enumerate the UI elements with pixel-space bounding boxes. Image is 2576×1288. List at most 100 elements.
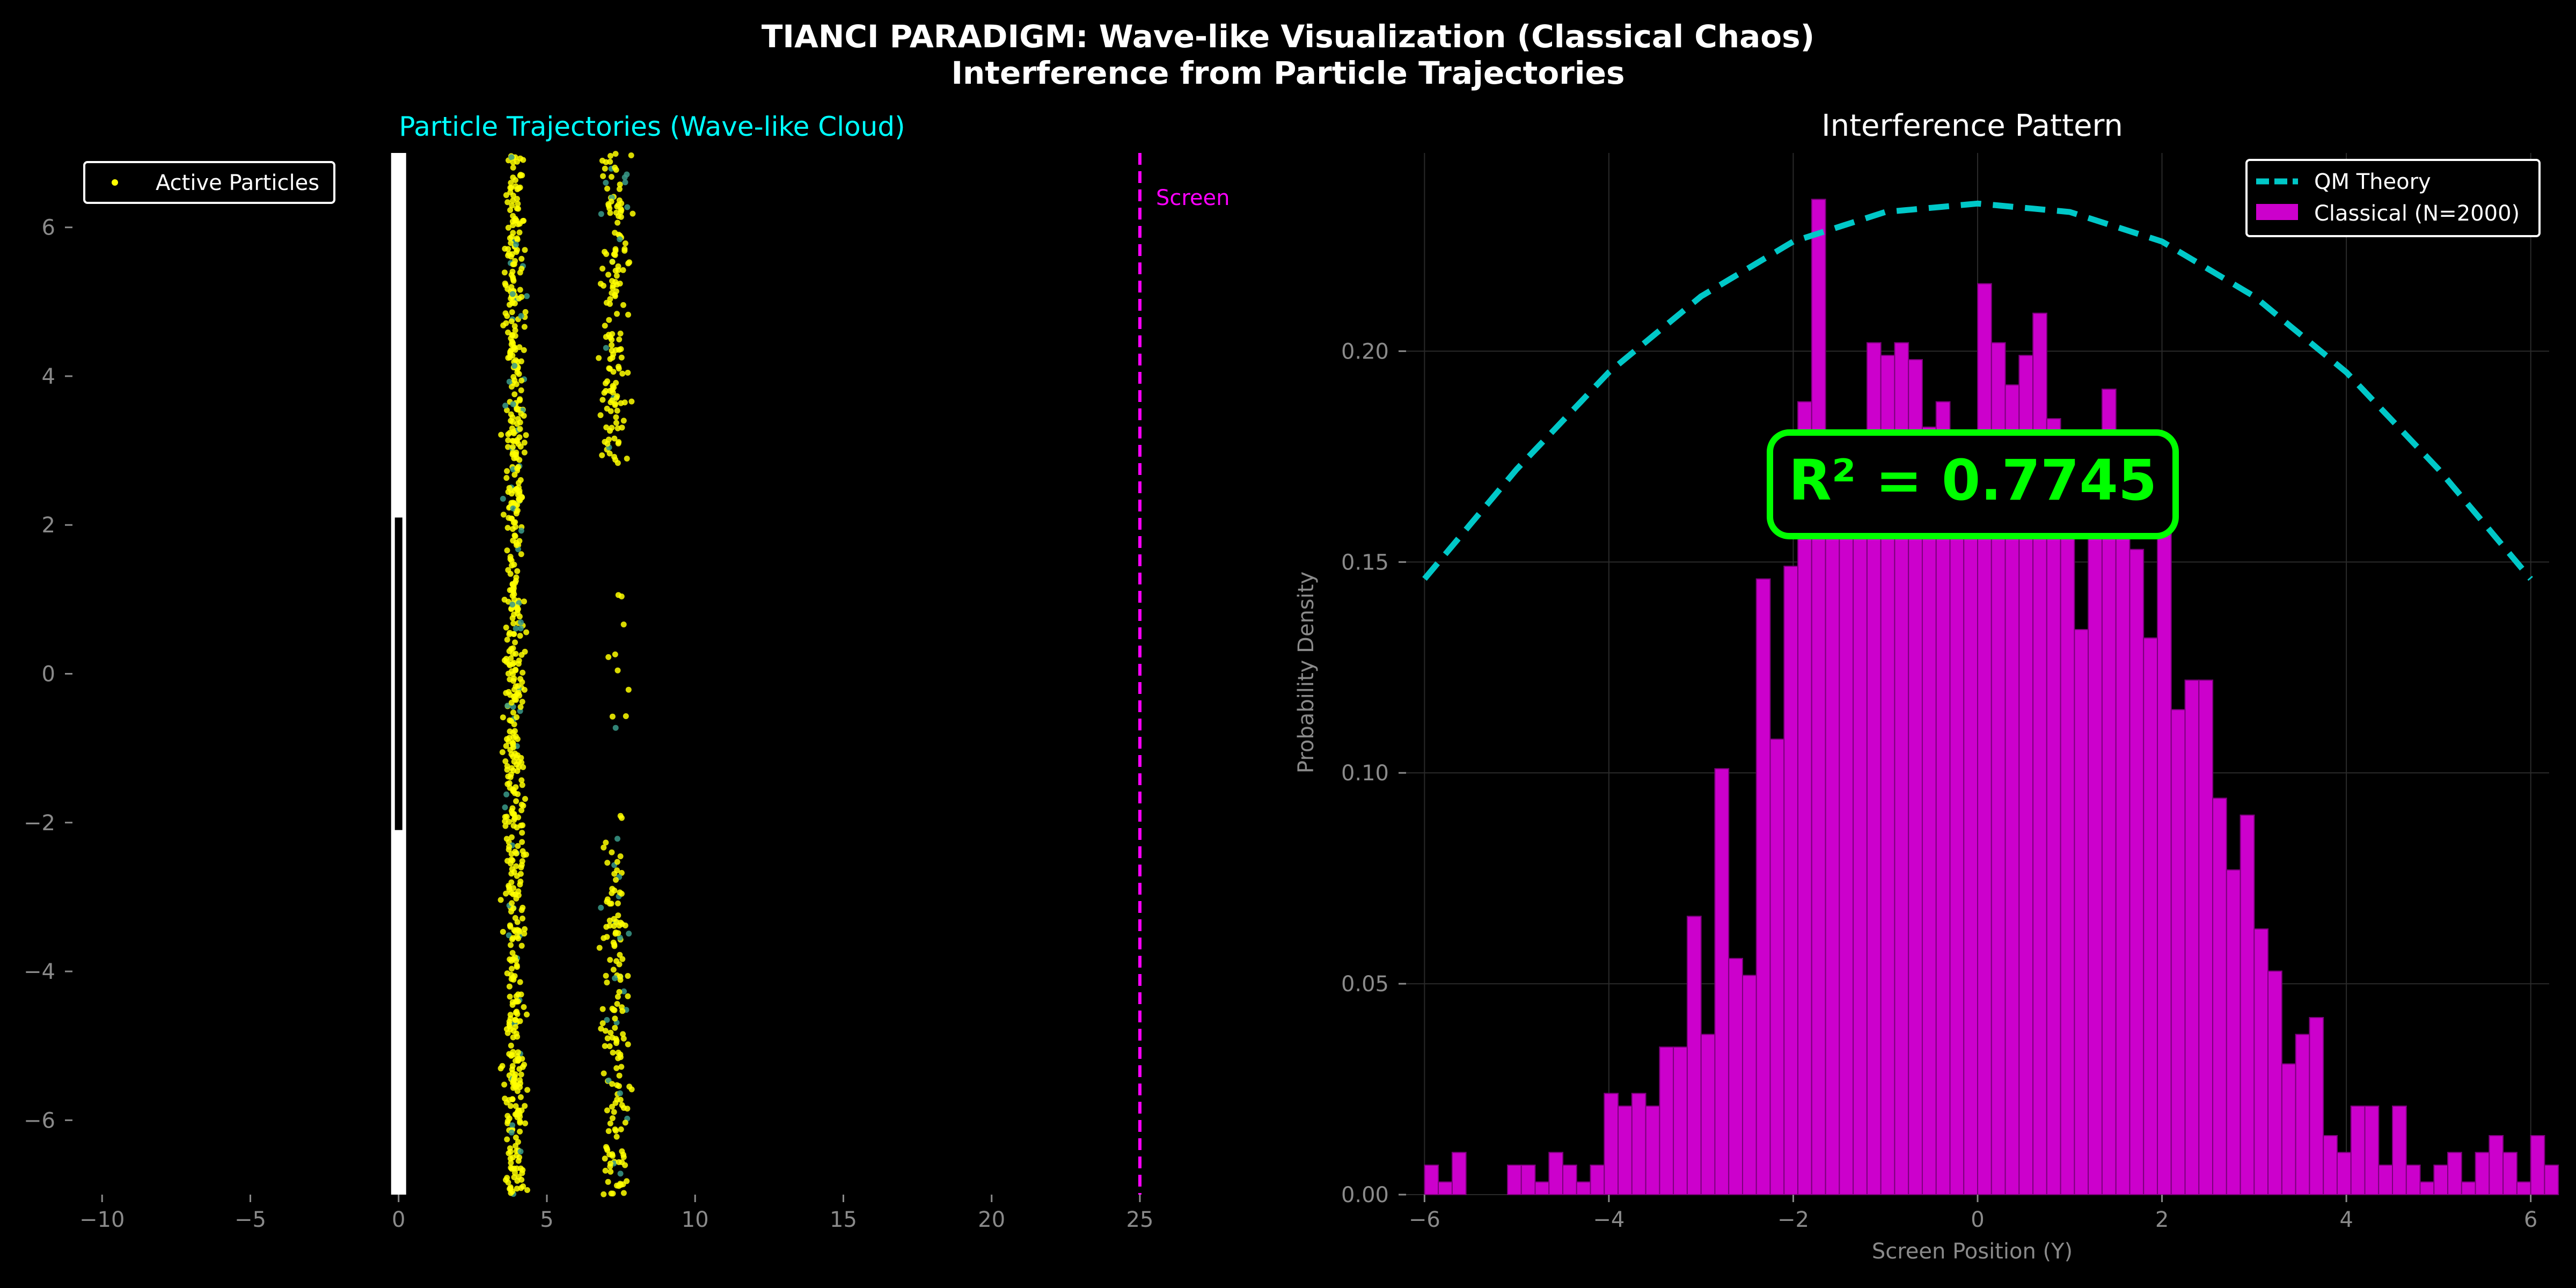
particle-point <box>609 713 616 720</box>
particle-point <box>521 440 528 446</box>
particle-point <box>603 972 609 979</box>
particle-point <box>514 824 520 831</box>
particle-point <box>618 593 625 599</box>
particle-point <box>614 1096 620 1103</box>
particle-point <box>510 631 517 637</box>
particle-point <box>515 752 521 758</box>
particle-point <box>606 365 613 372</box>
particle-point <box>500 928 506 935</box>
particle-point <box>625 1041 631 1048</box>
suptitle-line-1: TIANCI PARADIGM: Wave-like Visualization… <box>762 18 1814 55</box>
particle-point <box>499 749 506 756</box>
particle-point <box>508 411 514 418</box>
particle-point <box>605 436 612 443</box>
particle-point <box>599 452 605 458</box>
particle-point <box>511 686 517 693</box>
particle-point <box>501 1081 508 1088</box>
particle-point <box>503 1099 510 1106</box>
particle-point <box>509 1066 515 1073</box>
particle-point <box>507 993 513 1000</box>
particle-point <box>503 836 510 842</box>
particle-point <box>517 979 523 985</box>
particle-point <box>616 365 622 372</box>
particle-point <box>597 281 604 287</box>
particle-point <box>511 728 518 734</box>
histogram-bar <box>2184 679 2200 1196</box>
particle-point <box>516 344 523 350</box>
histogram-bar <box>2447 1152 2462 1195</box>
x-tick-label: 25 <box>1126 1208 1154 1232</box>
histogram-bar <box>1977 283 1992 1195</box>
particle-point <box>614 859 620 865</box>
particle-point <box>614 993 621 1000</box>
legend-classical-swatch <box>2256 204 2298 220</box>
particle-point <box>609 259 616 265</box>
particle-point <box>630 210 636 217</box>
particle-point <box>617 934 623 941</box>
r2-value: R² = 0.7745 <box>1789 448 2157 513</box>
particle-point <box>602 1167 609 1174</box>
particle-point <box>612 267 619 274</box>
particle-point <box>508 180 514 186</box>
particle-point <box>609 1081 616 1087</box>
x-tick-label: 20 <box>978 1208 1005 1232</box>
particle-point <box>521 1004 527 1010</box>
particle-point <box>610 1049 616 1056</box>
particle-point <box>609 1115 616 1122</box>
histogram-bar <box>1590 1165 1605 1195</box>
particle-point <box>514 542 519 548</box>
particle-point <box>517 287 523 293</box>
particle-point <box>625 370 631 376</box>
histogram-bar <box>2088 477 2103 1195</box>
particle-point <box>612 400 618 407</box>
particle-point <box>515 1049 521 1056</box>
particle-point <box>521 324 528 330</box>
particle-point <box>511 472 518 478</box>
particle-point <box>508 1042 514 1049</box>
particle-point <box>517 172 524 178</box>
particle-point <box>514 962 520 969</box>
histogram-bar <box>2060 498 2075 1195</box>
trajectory-legend-frame <box>83 161 335 204</box>
histogram-bar <box>2198 679 2214 1196</box>
particle-point <box>516 229 523 236</box>
particle-point <box>518 991 524 998</box>
particle-point <box>613 877 619 883</box>
particle-point <box>514 369 521 376</box>
particle-point <box>603 345 609 351</box>
particle-point <box>612 651 618 657</box>
particle-point <box>518 411 524 417</box>
y-tick-label: 4 <box>42 364 55 389</box>
particle-point <box>604 378 610 384</box>
particle-point <box>503 475 510 481</box>
particle-point <box>609 331 616 337</box>
particle-point <box>513 697 519 703</box>
particle-point <box>510 645 516 652</box>
y-tick-label: 2 <box>42 513 55 538</box>
particle-point <box>509 587 515 593</box>
y-tick-label: 0.20 <box>1341 339 1389 364</box>
particle-point <box>619 956 626 962</box>
particle-point <box>516 490 523 496</box>
particle-point <box>507 185 514 191</box>
particle-point <box>510 526 516 532</box>
particle-point <box>607 1163 613 1170</box>
particle-point <box>513 957 519 964</box>
particle-point <box>512 1017 518 1023</box>
trajectory-panel: Particle Trajectories (Wave-like Cloud) … <box>24 111 1230 1232</box>
particle-point <box>597 412 604 419</box>
particle-point <box>517 426 523 432</box>
particle-point <box>509 1096 516 1102</box>
particle-point <box>617 813 624 819</box>
particle-point <box>506 883 512 889</box>
particle-point <box>624 1178 630 1184</box>
particle-point <box>507 785 513 791</box>
histogram-bar <box>1659 1046 1674 1195</box>
particle-point <box>502 804 508 810</box>
particle-point <box>516 1066 523 1072</box>
particle-point <box>501 596 508 603</box>
particle-point <box>518 619 524 626</box>
particle-point <box>509 950 516 956</box>
particle-point <box>514 196 520 202</box>
